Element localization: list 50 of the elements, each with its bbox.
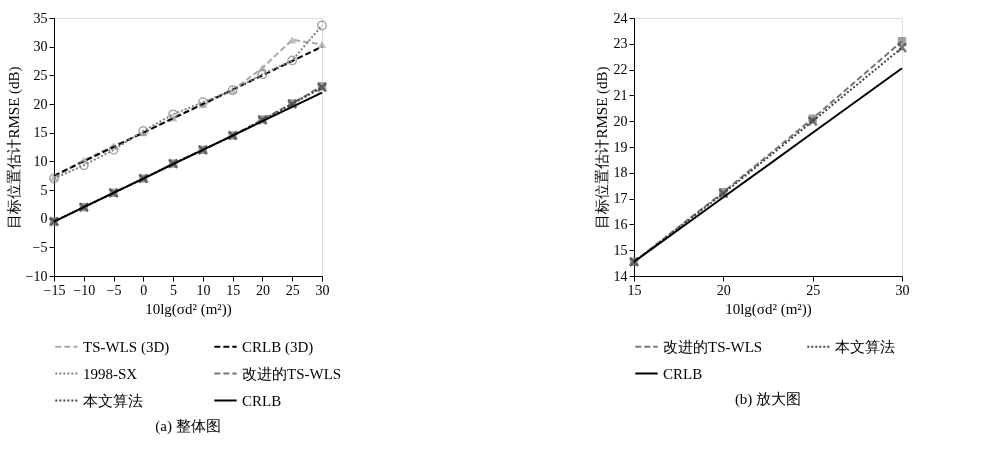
y-axis-title: 目标位置估计RMSE (dB) xyxy=(593,66,611,229)
x-tick-label: −15 xyxy=(43,282,66,298)
x-tick-label: 15 xyxy=(627,282,642,298)
y-tick-label: 19 xyxy=(613,139,628,155)
legend-label: CRLB xyxy=(663,365,703,382)
text: (a) 整体图 xyxy=(155,418,221,435)
y-tick-label: 35 xyxy=(33,10,48,26)
x-tick-label: 25 xyxy=(285,282,300,298)
y-axis-title: 目标位置估计RMSE (dB) xyxy=(5,66,23,229)
legend-label: TS-WLS (3D) xyxy=(83,338,170,356)
y-tick-label: 20 xyxy=(613,113,628,129)
y-tick-label: 15 xyxy=(613,242,628,258)
y-tick-label: 18 xyxy=(613,165,628,181)
y-tick-label: 30 xyxy=(33,39,48,55)
legend-label: 本文算法 xyxy=(835,338,895,355)
x-tick-label: 25 xyxy=(806,282,821,298)
x-tick-label: 10 xyxy=(196,282,211,298)
x-axis-title: 10lg(σd² (m²)) xyxy=(145,300,232,318)
legend-label: 改进的TS-WLS xyxy=(242,365,342,382)
y-tick-label: 22 xyxy=(613,62,628,78)
legend-label: CRLB (3D) xyxy=(242,338,314,356)
x-tick-label: 20 xyxy=(255,282,270,298)
legend-label: CRLB xyxy=(242,392,282,409)
y-tick-label: 23 xyxy=(613,36,628,52)
x-tick-label: 0 xyxy=(140,282,148,298)
legend-label: 1998-SX xyxy=(83,365,138,382)
y-tick-label: 14 xyxy=(613,268,628,284)
x-tick-label: 30 xyxy=(315,282,330,298)
y-tick-label: 5 xyxy=(40,182,48,198)
x-tick-label: 5 xyxy=(170,282,178,298)
x-axis-title: 10lg(σd² (m²)) xyxy=(725,300,812,318)
y-tick-label: 0 xyxy=(40,211,48,227)
y-tick-label: 25 xyxy=(33,67,48,83)
y-tick-label: 10 xyxy=(33,153,48,169)
x-tick-label: −10 xyxy=(73,282,96,298)
y-tick-label: 17 xyxy=(613,191,628,207)
y-tick-label: 21 xyxy=(613,87,628,103)
y-tick-label: 16 xyxy=(613,216,628,232)
y-tick-label: 24 xyxy=(613,10,628,26)
x-tick-label: −5 xyxy=(106,282,122,298)
y-tick-label: −5 xyxy=(32,239,48,255)
y-tick-label: 15 xyxy=(33,125,48,141)
x-tick-label: 20 xyxy=(716,282,731,298)
y-tick-label: 20 xyxy=(33,96,48,112)
x-tick-label: 30 xyxy=(895,282,910,298)
y-tick-label: −10 xyxy=(25,268,48,284)
x-tick-label: 15 xyxy=(226,282,241,298)
legend-label: 本文算法 xyxy=(83,392,143,409)
text: (b) 放大图 xyxy=(734,391,802,408)
legend-label: 改进的TS-WLS xyxy=(663,338,763,355)
